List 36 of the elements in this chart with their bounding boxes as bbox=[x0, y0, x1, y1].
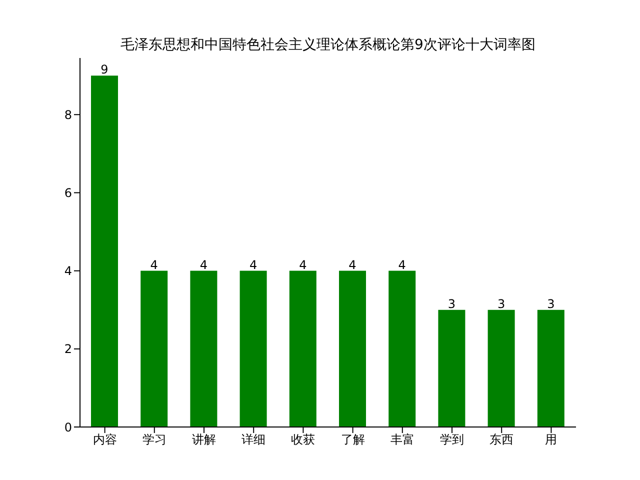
data-label: 3 bbox=[547, 296, 555, 311]
x-tick-label: 学到 bbox=[440, 432, 464, 447]
x-tick-label: 收获 bbox=[291, 432, 316, 447]
x-tick-label: 内容 bbox=[92, 432, 117, 447]
bar bbox=[438, 310, 466, 427]
data-label: 4 bbox=[299, 258, 307, 272]
x-tick-label: 了解 bbox=[340, 432, 365, 447]
bar bbox=[190, 270, 218, 427]
y-tick-label: 8 bbox=[64, 108, 72, 122]
data-label: 4 bbox=[249, 258, 258, 272]
data-label: 4 bbox=[150, 258, 158, 272]
bar bbox=[388, 270, 416, 427]
chart-title: 毛泽东思想和中国特色社会主义理论体系概论第9次评论十大词率图 bbox=[120, 37, 536, 53]
x-tick-label: 用 bbox=[545, 432, 558, 447]
y-tick-label: 6 bbox=[64, 186, 72, 200]
bar bbox=[140, 270, 168, 427]
y-tick-label: 0 bbox=[64, 420, 72, 434]
bar bbox=[537, 310, 564, 427]
bar bbox=[91, 76, 118, 427]
bar bbox=[289, 270, 316, 427]
x-tick-label: 东西 bbox=[490, 432, 514, 447]
data-label: 3 bbox=[448, 296, 456, 311]
x-tick-label: 详细 bbox=[242, 432, 266, 447]
data-label: 4 bbox=[348, 258, 356, 272]
x-tick-label: 讲解 bbox=[192, 432, 216, 447]
y-tick-label: 2 bbox=[64, 342, 72, 356]
x-tick-label: 丰富 bbox=[390, 432, 414, 447]
data-label: 3 bbox=[497, 296, 506, 311]
data-label: 4 bbox=[200, 258, 208, 272]
bar bbox=[240, 270, 267, 427]
data-label: 4 bbox=[398, 258, 406, 272]
y-tick-label: 4 bbox=[64, 264, 72, 278]
bar bbox=[339, 270, 366, 427]
data-label: 9 bbox=[100, 62, 108, 77]
bar bbox=[488, 310, 515, 427]
x-tick-label: 学习 bbox=[142, 432, 166, 447]
